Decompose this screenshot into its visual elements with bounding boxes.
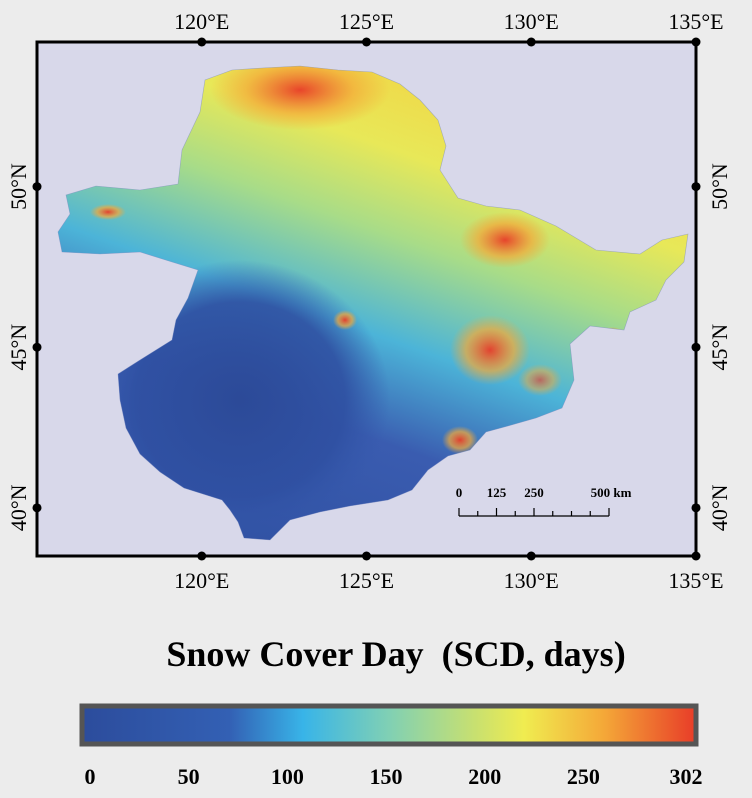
colorbar-tick-label: 150: [370, 764, 403, 789]
lat-labels-right: 50°N 45°N 40°N: [707, 163, 732, 531]
lon-tick-mark: [362, 551, 371, 561]
scale-bar-label: 0: [456, 485, 463, 500]
lat-tick-mark: [32, 182, 42, 192]
lon-labels-bottom: 120°E 125°E 130°E 135°E: [174, 568, 724, 593]
lat-tick-mark: [691, 342, 701, 352]
lat-tick-mark: [691, 503, 701, 513]
lon-tick-mark: [197, 551, 207, 561]
lat-label: 40°N: [707, 484, 732, 531]
colorbar: [79, 703, 699, 747]
lon-tick-mark: [197, 37, 207, 47]
lat-label: 50°N: [6, 163, 31, 210]
lon-label: 125°E: [339, 568, 394, 593]
lon-label: 130°E: [504, 9, 559, 34]
graticule-ticks: [32, 37, 701, 561]
colorbar-tick-labels: 0 50 100 150 200 250 302: [85, 764, 703, 789]
colorbar-tick-label: 100: [271, 764, 304, 789]
colorbar-tick-label: 302: [670, 764, 703, 789]
lon-label: 130°E: [504, 568, 559, 593]
colorbar-tick-label: 50: [178, 764, 200, 789]
lon-label: 120°E: [174, 568, 229, 593]
colorbar-tick-label: 250: [567, 764, 600, 789]
lon-tick-mark: [691, 551, 701, 561]
lon-tick-mark: [362, 37, 371, 47]
lat-label: 45°N: [707, 324, 732, 371]
scale-bar: 0 125 250 500 km: [456, 485, 632, 517]
region-outline: [57, 65, 689, 541]
lat-label: 40°N: [6, 484, 31, 531]
lon-label: 125°E: [339, 9, 394, 34]
lon-tick-mark: [526, 551, 536, 561]
lon-label: 120°E: [174, 9, 229, 34]
lon-tick-mark: [526, 37, 536, 47]
lat-tick-mark: [691, 182, 701, 192]
lon-label: 135°E: [668, 568, 723, 593]
lon-label: 135°E: [668, 9, 723, 34]
colorbar-tick-label: 200: [468, 764, 501, 789]
lon-tick-mark: [691, 37, 701, 47]
lat-labels-left: 50°N 45°N 40°N: [6, 163, 31, 531]
scale-bar-label: 250: [524, 485, 544, 500]
lat-label: 50°N: [707, 163, 732, 210]
lat-label: 45°N: [6, 324, 31, 371]
scale-bar-label: 500 km: [591, 485, 632, 500]
colorbar-tick-label: 0: [85, 764, 96, 789]
legend-title: Snow Cover Day (SCD, days): [166, 634, 625, 674]
scale-bar-label: 125: [487, 485, 507, 500]
lat-tick-mark: [32, 342, 42, 352]
lon-labels-top: 120°E 125°E 130°E 135°E: [174, 9, 724, 34]
lat-tick-mark: [32, 503, 42, 513]
